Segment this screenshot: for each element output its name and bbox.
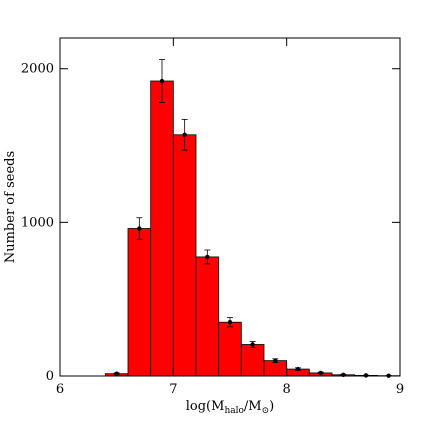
y-tick-label: 2000	[21, 62, 54, 77]
x-axis-label-part: /M	[244, 399, 262, 414]
plot-frame	[59, 37, 401, 377]
x-axis-label-part: )	[269, 399, 274, 414]
point	[205, 254, 210, 260]
bar	[172, 134, 197, 377]
x-tick-label: 8	[283, 382, 291, 397]
point	[114, 371, 119, 376]
point	[273, 358, 278, 363]
bar	[240, 344, 265, 377]
point	[318, 370, 323, 376]
x-tick-label: 9	[396, 382, 404, 397]
x-axis-label: log(Mhalo/M⊙)	[186, 399, 275, 416]
point	[363, 373, 369, 378]
point	[182, 132, 187, 137]
point	[137, 226, 142, 231]
point	[159, 78, 165, 84]
bar	[263, 360, 288, 377]
x-tick-label: 6	[56, 382, 64, 397]
y-tick-label: 1000	[21, 215, 54, 230]
bar	[195, 256, 220, 377]
point	[295, 366, 301, 372]
bar	[150, 80, 174, 377]
bar	[218, 321, 242, 377]
x-axis-label-part: ⊙	[262, 406, 270, 416]
x-axis-label-part: log(M	[186, 399, 225, 414]
x-axis-label-part: halo	[224, 406, 243, 416]
point	[227, 320, 233, 325]
point	[250, 342, 255, 347]
y-axis-label: Number of seeds	[3, 151, 18, 263]
bar	[127, 228, 152, 377]
y-tick-label: 0	[46, 369, 54, 384]
x-tick-label: 7	[169, 382, 177, 397]
